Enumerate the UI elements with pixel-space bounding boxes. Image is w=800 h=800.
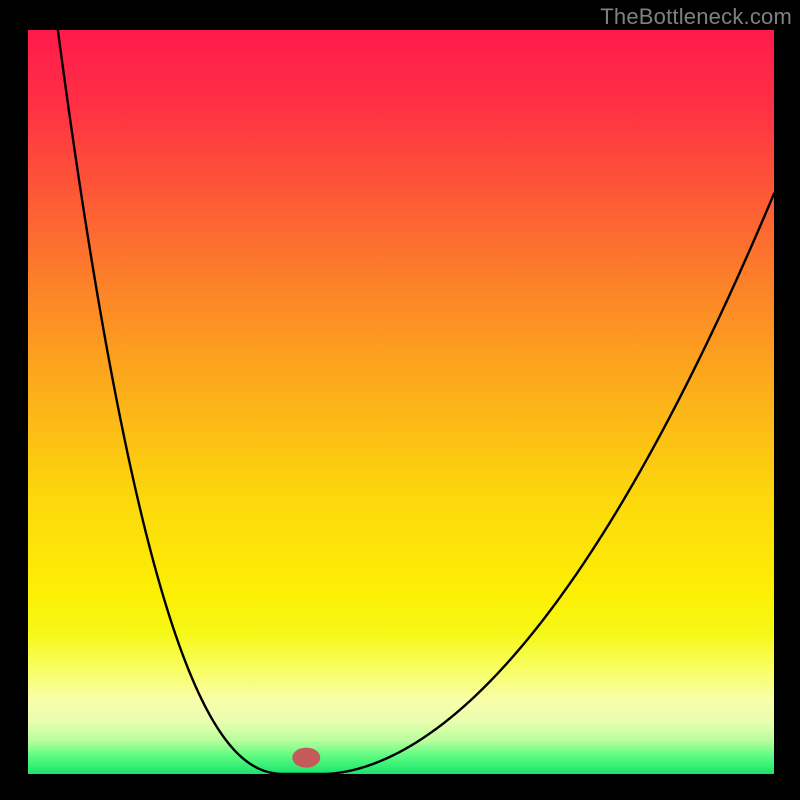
bottleneck-chart	[28, 30, 774, 774]
bottleneck-curve	[58, 30, 774, 774]
optimal-point-marker	[292, 748, 320, 768]
chart-outer-frame: TheBottleneck.com	[0, 0, 800, 800]
watermark-text: TheBottleneck.com	[600, 4, 792, 30]
